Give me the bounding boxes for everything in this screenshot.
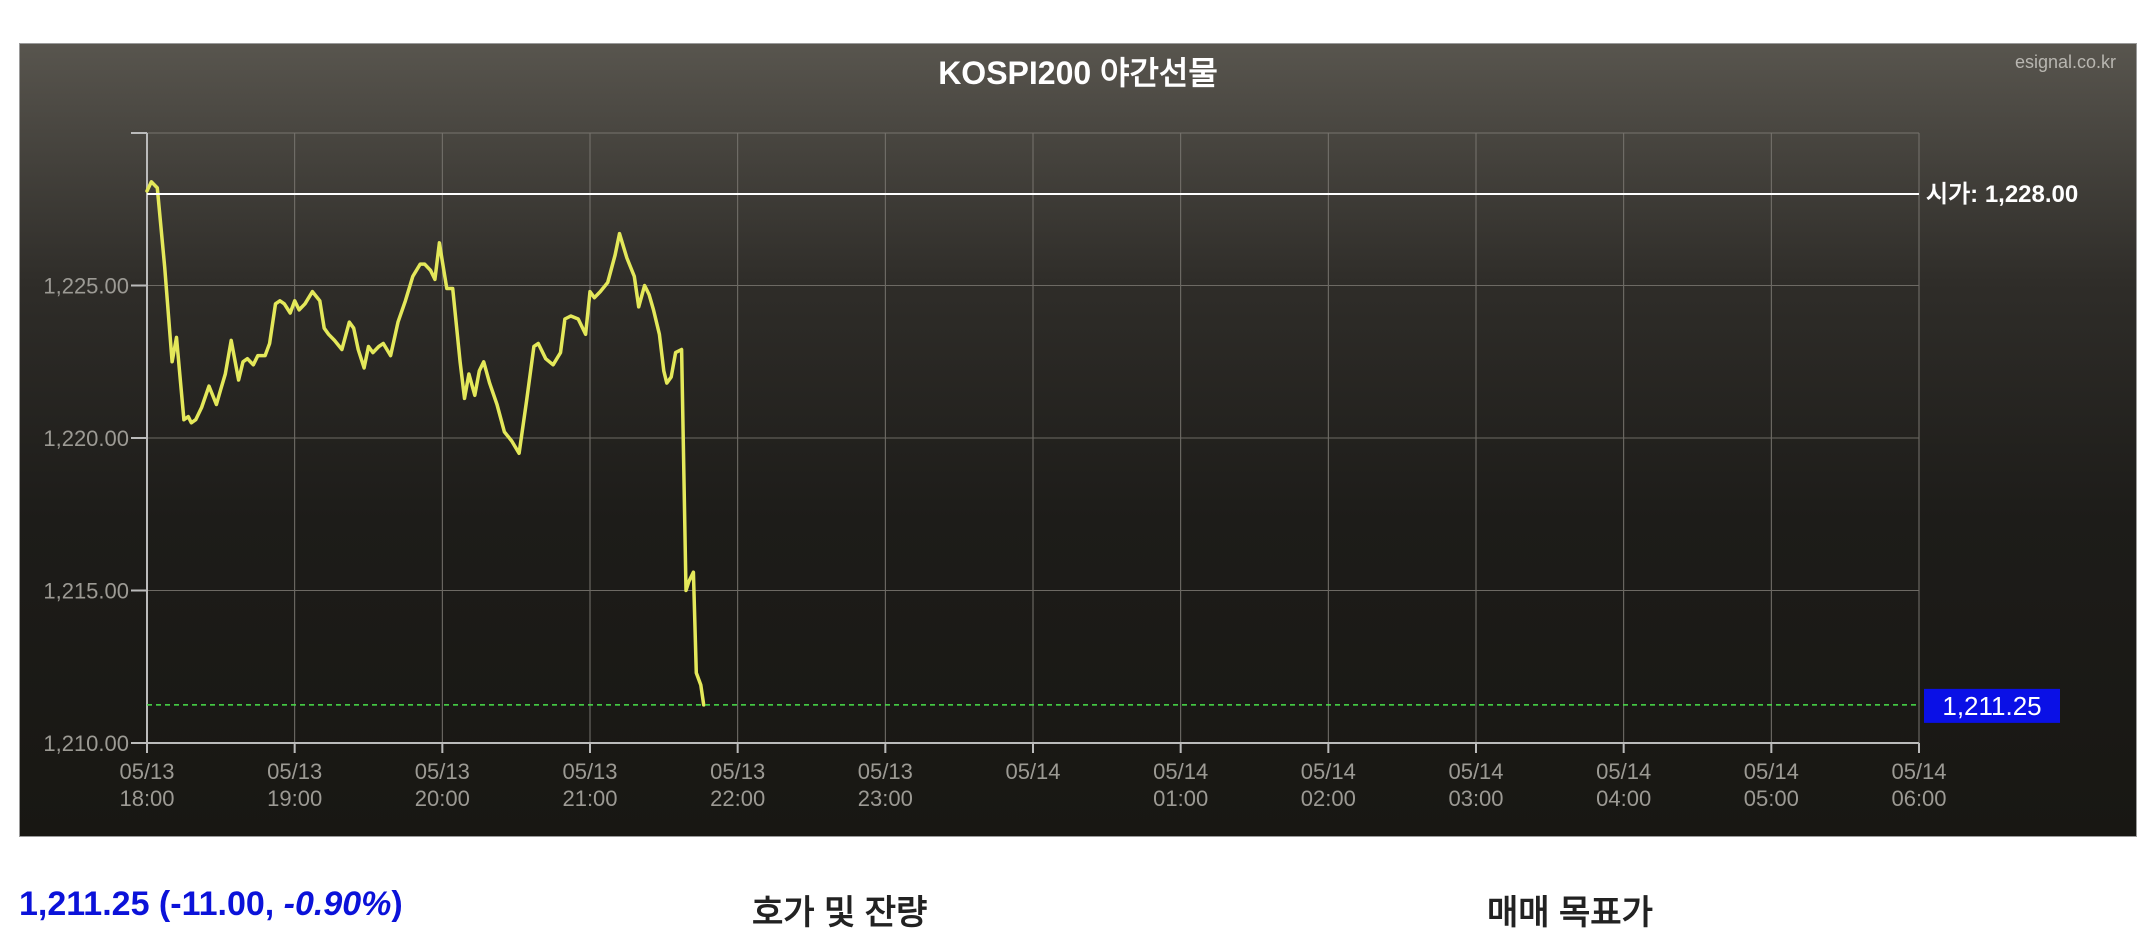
- x-tick-time: 02:00: [1301, 786, 1356, 811]
- x-tick-time: 04:00: [1596, 786, 1651, 811]
- x-tick-date: 05/13: [858, 759, 913, 784]
- x-tick-date: 05/13: [562, 759, 617, 784]
- price-quote: 1,211.25 (-11.00, -0.90%): [19, 885, 403, 924]
- x-tick-time: 18:00: [119, 786, 174, 811]
- y-tick-label: 1,225.00: [43, 274, 129, 299]
- x-tick-date: 05/14: [1596, 759, 1651, 784]
- price-series-line: [145, 180, 706, 707]
- x-tick-time: 22:00: [710, 786, 765, 811]
- x-tick-date: 05/14: [1005, 759, 1060, 784]
- x-tick-date: 05/14: [1744, 759, 1799, 784]
- current-price-badge: [1924, 688, 2060, 723]
- x-tick-time: 05:00: [1744, 786, 1799, 811]
- x-tick-date: 05/14: [1153, 759, 1208, 784]
- x-tick-time: 21:00: [562, 786, 617, 811]
- x-tick-time: 03:00: [1448, 786, 1503, 811]
- series-layer: [145, 180, 706, 707]
- quote-main: 1,211.25 (-11.00,: [19, 885, 284, 923]
- y-tick-label: 1,220.00: [43, 426, 129, 451]
- chart-panel: KOSPI200 야간선물 esignal.co.kr 05/13 18:00 05…: [19, 43, 2137, 837]
- axes: 05/1318:0005/1319:0005/1320:0005/1321:00…: [43, 132, 1947, 811]
- y-tick-label: 1,210.00: [43, 731, 129, 756]
- x-tick-time: 23:00: [858, 786, 913, 811]
- x-tick-date: 05/14: [1891, 759, 1946, 784]
- orderbook-title: 호가 및 잔량: [752, 894, 928, 932]
- x-tick-date: 05/13: [710, 759, 765, 784]
- y-tick-label: 1,215.00: [43, 579, 129, 604]
- x-tick-time: 20:00: [415, 786, 470, 811]
- x-tick-time: 19:00: [267, 786, 322, 811]
- quote-percent: -0.90%: [283, 885, 392, 923]
- x-tick-date: 05/13: [415, 759, 470, 784]
- grid: [146, 132, 1920, 744]
- watermark: esignal.co.kr: [2015, 52, 2116, 72]
- x-tick-date: 05/14: [1448, 759, 1503, 784]
- quote-close: ): [391, 885, 403, 923]
- current-price-label: 1,211.25: [1942, 691, 2041, 721]
- chart-title: KOSPI200 야간선물: [938, 55, 1218, 91]
- x-tick-time: 01:00: [1153, 786, 1208, 811]
- futures-line-chart: KOSPI200 야간선물 esignal.co.kr 05/1318:0005…: [43, 52, 2116, 811]
- x-tick-time: 06:00: [1891, 786, 1946, 811]
- x-tick-date: 05/14: [1301, 759, 1356, 784]
- reference-lines: 시가: 1,228.00 1,211.25: [147, 181, 2078, 723]
- open-price-label: 시가: 1,228.00: [1926, 181, 2078, 208]
- trade-target-title: 매매 목표가: [1487, 894, 1653, 932]
- x-tick-date: 05/13: [119, 759, 174, 784]
- x-tick-date: 05/13: [267, 759, 322, 784]
